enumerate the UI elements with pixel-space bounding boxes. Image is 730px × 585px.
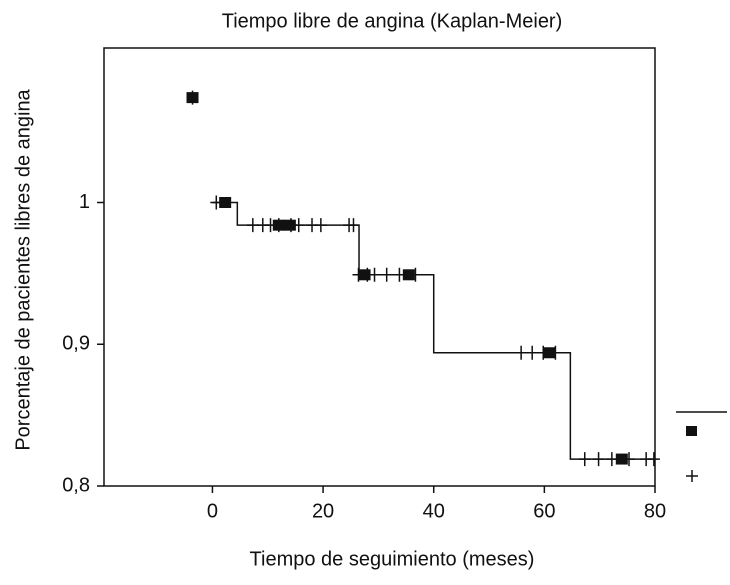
event-marker <box>272 219 285 231</box>
censored-mark <box>578 452 591 467</box>
y-axis-label: Porcentaje de pacientes libres de angina <box>12 88 34 450</box>
y-tick-label: 0,8 <box>62 474 90 496</box>
censored-mark <box>526 345 539 360</box>
x-tick-label: 40 <box>423 500 445 522</box>
x-tick-label: 80 <box>644 500 666 522</box>
censored-mark <box>647 452 660 467</box>
event-marker <box>402 269 415 281</box>
event-marker <box>543 347 556 359</box>
censored-mark <box>347 218 360 233</box>
x-tick-label: 20 <box>312 500 334 522</box>
x-tick-label: 60 <box>533 500 555 522</box>
x-axis-label: Tiempo de seguimiento (meses) <box>250 548 535 570</box>
survival-curve <box>212 201 655 460</box>
event-marker <box>219 197 232 209</box>
plot-frame <box>103 47 656 487</box>
chart-title: Tiempo libre de angina (Kaplan-Meier) <box>222 10 563 32</box>
censored-mark <box>515 345 528 360</box>
event-marker <box>186 92 199 104</box>
censored-mark <box>592 452 605 467</box>
x-tick-label: 0 <box>207 500 218 522</box>
legend-square <box>686 426 697 436</box>
event-marker <box>283 219 296 231</box>
y-tick-label: 1 <box>79 191 90 213</box>
legend-cross <box>686 470 698 482</box>
event-marker <box>358 269 371 281</box>
censored-mark <box>314 218 327 233</box>
y-tick-label: 0,9 <box>62 333 90 355</box>
event-marker <box>615 453 628 465</box>
censored-mark <box>380 267 393 282</box>
legend <box>676 411 727 482</box>
